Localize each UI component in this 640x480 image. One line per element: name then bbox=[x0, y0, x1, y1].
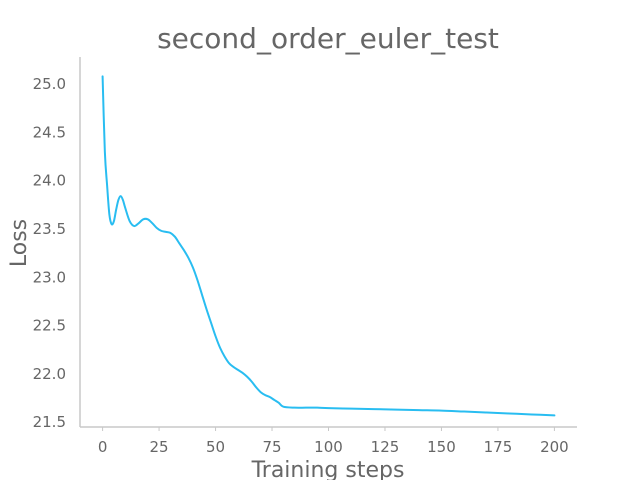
y-tick-label: 24.0 bbox=[33, 172, 66, 190]
x-tick-label: 175 bbox=[484, 438, 513, 456]
y-tick-label: 24.5 bbox=[33, 123, 66, 141]
x-tick-label: 0 bbox=[98, 438, 108, 456]
y-tick-label: 23.0 bbox=[33, 268, 66, 286]
y-tick-label: 25.0 bbox=[33, 75, 66, 93]
x-tick-label: 200 bbox=[540, 438, 569, 456]
x-tick-label: 150 bbox=[427, 438, 456, 456]
y-axis-ticks: 21.5 22.0 22.5 23.0 23.5 24.0 24.5 25.0 bbox=[33, 75, 66, 431]
x-tick-label: 100 bbox=[314, 438, 343, 456]
y-tick-label: 21.5 bbox=[33, 413, 66, 431]
chart-title: second_order_euler_test bbox=[157, 22, 499, 55]
y-tick-label: 23.5 bbox=[33, 220, 66, 238]
x-axis-ticks: 0 25 50 75 100 125 150 175 200 bbox=[98, 427, 569, 456]
y-tick-label: 22.0 bbox=[33, 365, 66, 383]
loss-series-line bbox=[101, 75, 556, 417]
x-tick-label: 75 bbox=[262, 438, 281, 456]
x-tick-label: 50 bbox=[206, 438, 225, 456]
x-tick-label: 25 bbox=[150, 438, 169, 456]
y-tick-label: 22.5 bbox=[33, 317, 66, 335]
y-axis-label: Loss bbox=[7, 219, 32, 267]
x-axis-label: Training steps bbox=[251, 458, 405, 480]
x-tick-label: 125 bbox=[371, 438, 400, 456]
